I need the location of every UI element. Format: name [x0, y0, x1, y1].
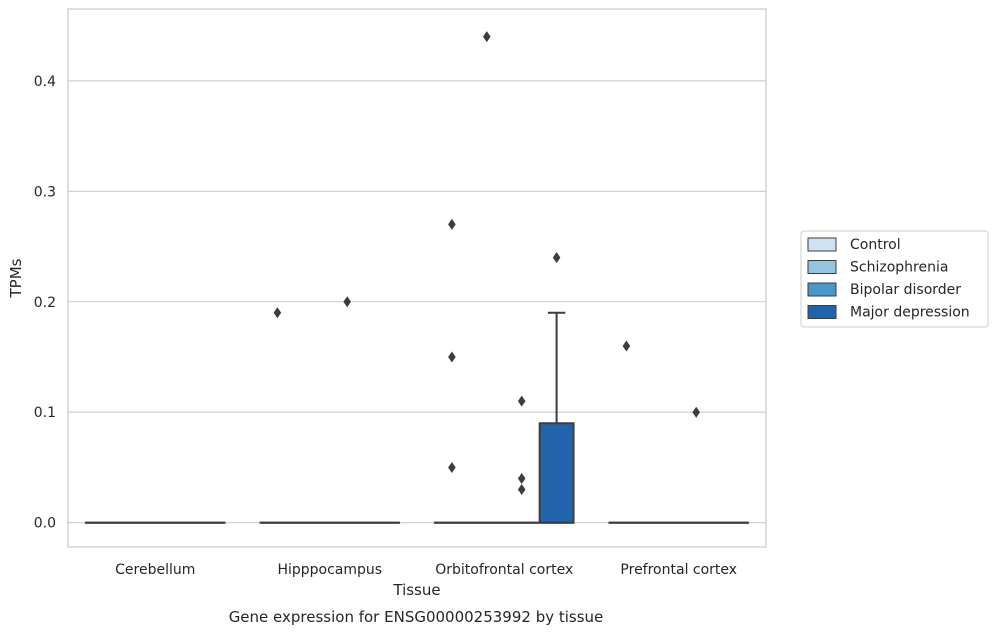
legend-swatch: [807, 305, 837, 319]
outlier-point: [517, 395, 526, 407]
x-tick-label: Hipppocampus: [277, 562, 382, 578]
outlier-point: [448, 218, 456, 230]
legend-frame: [800, 230, 989, 328]
outlier-point: [517, 484, 526, 496]
legend-label: Schizophrenia: [850, 260, 948, 276]
x-tick-label: Orbitofrontal cortex: [435, 562, 573, 578]
y-tick-label: 0.4: [34, 74, 56, 90]
y-tick-label: 0.0: [34, 516, 56, 532]
legend-label: Bipolar disorder: [850, 282, 961, 298]
x-axis-title: Tissue: [392, 581, 440, 599]
x-tick-label: Prefrontal cortex: [620, 562, 737, 578]
legend-swatch: [807, 237, 837, 252]
outlier-point: [552, 252, 561, 264]
box: [538, 422, 575, 524]
outlier-point: [517, 473, 526, 485]
chart-caption: Gene expression for ENSG00000253992 by t…: [229, 608, 604, 626]
legend-label: Control: [850, 237, 901, 253]
outlier-point: [273, 307, 282, 319]
y-tick-label: 0.1: [34, 405, 56, 421]
y-axis-title: TPMs: [7, 258, 25, 298]
outlier-point: [622, 340, 631, 352]
x-tick-labels: Cerebellum Hipppocampus Orbitofrontal cort…: [115, 562, 737, 578]
outlier-point: [448, 461, 456, 473]
plot-frame: [67, 8, 767, 548]
outlier-point: [343, 296, 351, 308]
outliers: [273, 31, 700, 496]
gridlines: [68, 80, 766, 524]
outlier-point: [692, 406, 700, 418]
legend: Control Schizophrenia Bipolar disorder Majo…: [800, 230, 989, 328]
legend-swatch: [807, 282, 837, 297]
x-tick-label: Cerebellum: [115, 562, 195, 578]
outlier-point: [448, 351, 456, 363]
outlier-point: [483, 31, 491, 43]
y-tick-label: 0.2: [34, 295, 56, 311]
legend-swatch: [807, 260, 837, 274]
boxes: [84, 311, 750, 524]
legend-label: Major depression: [850, 305, 970, 321]
y-tick-label: 0.3: [34, 184, 56, 200]
y-tick-labels: 0.0 0.1 0.2 0.3 0.4: [34, 74, 56, 532]
